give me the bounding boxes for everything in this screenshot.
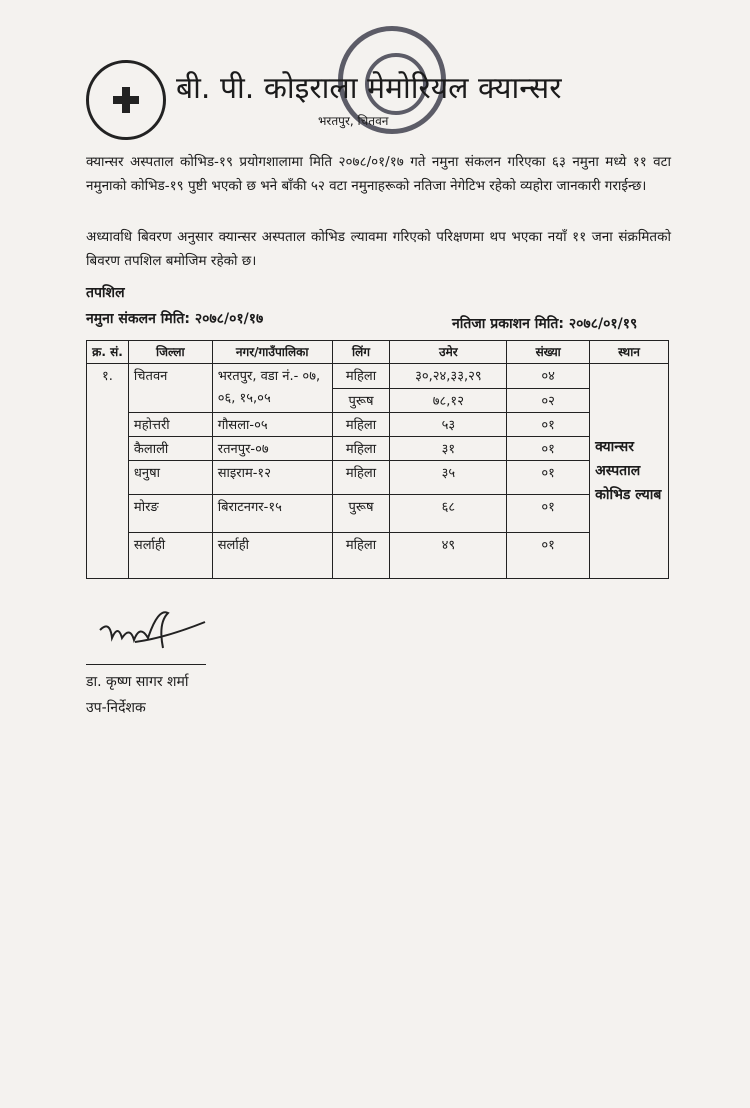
district-cell: चितवन xyxy=(127,363,213,413)
hospital-logo xyxy=(86,60,166,140)
table-row: महोत्तरी गौसला-०५ महिला ५३ ०१ xyxy=(87,412,669,437)
age-cell: ३१ xyxy=(389,436,508,461)
place-cell: क्यान्सर अस्पताल कोभिड ल्याब xyxy=(589,363,669,579)
count-cell: ०१ xyxy=(506,412,591,437)
count-cell: ०१ xyxy=(506,436,591,461)
municipality-cell: साइराम-१२ xyxy=(211,460,333,495)
header-place: स्थान xyxy=(589,340,669,364)
gender-cell: पुरूष xyxy=(331,494,391,533)
header-age: उमेर xyxy=(389,340,508,364)
municipality-cell: बिराटनगर-१५ xyxy=(211,494,333,533)
gender-cell: महिला xyxy=(331,532,391,579)
age-cell: ३०,२४,३३,२९ xyxy=(389,363,508,389)
header-serial: क्र. सं. xyxy=(86,340,129,364)
municipality-cell: गौसला-०५ xyxy=(211,412,333,437)
result-date: नतिजा प्रकाशन मिति: २०७८/०१/१९ xyxy=(452,316,638,332)
age-cell: ४९ xyxy=(389,532,508,579)
gender-cell: महिला xyxy=(331,460,391,495)
header-gender: लिंग xyxy=(331,340,391,364)
paragraph-2: अध्यावधि बिवरण अनुसार क्यान्सर अस्पताल क… xyxy=(86,229,671,269)
count-cell: ०१ xyxy=(506,460,591,495)
count-cell: ०४ xyxy=(506,363,591,389)
gender-cell: महिला xyxy=(331,412,391,437)
table-row: धनुषा साइराम-१२ महिला ३५ ०१ xyxy=(87,460,669,495)
gender-cell: महिला xyxy=(331,363,391,389)
gender-cell: महिला xyxy=(331,436,391,461)
district-cell: सर्लाही xyxy=(127,532,213,579)
signer-name: डा. कृष्ण सागर शर्मा xyxy=(86,674,189,690)
municipality-cell: सर्लाही xyxy=(211,532,333,579)
age-cell: ६८ xyxy=(389,494,508,533)
section-heading: तपशिल xyxy=(86,285,125,301)
cases-table: क्र. सं. जिल्ला नगर/गाउँपालिका लिंग उमेर… xyxy=(86,340,669,579)
district-cell: महोत्तरी xyxy=(127,412,213,437)
district-cell: धनुषा xyxy=(127,460,213,495)
table-row: कैलाली रतनपुर-०७ महिला ३१ ०१ xyxy=(87,436,669,461)
table-row: १. चितवन भरतपुर, वडा नं.- ०७, ०६, १५,०५ … xyxy=(86,363,669,579)
signer-title: उप-निर्देशक xyxy=(86,700,146,716)
org-title: बी. पी. कोइराला मेमोरियल क्यान्सर xyxy=(176,71,562,106)
table-header-row: क्र. सं. जिल्ला नगर/गाउँपालिका लिंग उमेर… xyxy=(86,340,669,364)
serial-cell: १. xyxy=(86,363,129,579)
table-row: सर्लाही सर्लाही महिला ४९ ०१ xyxy=(87,532,669,579)
header-municipality: नगर/गाउँपालिका xyxy=(211,340,333,364)
table-row: पुरूष ७८,१२ ०२ xyxy=(87,387,669,413)
district-cell: कैलाली xyxy=(127,436,213,461)
age-cell: ७८,१२ xyxy=(389,387,508,413)
municipality-cell: भरतपुर, वडा नं.- ०७, ०६, १५,०५ xyxy=(211,363,333,413)
official-stamp xyxy=(338,26,446,134)
signature xyxy=(99,611,206,649)
org-location: भरतपुर, चितवन xyxy=(318,114,389,128)
age-cell: ३५ xyxy=(389,460,508,495)
paragraph-1: क्यान्सर अस्पताल कोभिड-१९ प्रयोगशालामा म… xyxy=(86,154,671,194)
district-cell: मोरङ xyxy=(127,494,213,533)
age-cell: ५३ xyxy=(389,412,508,437)
table-row: मोरङ बिराटनगर-१५ पुरूष ६८ ०१ xyxy=(87,494,669,533)
count-cell: ०२ xyxy=(506,387,591,413)
signature-line xyxy=(86,664,206,665)
sample-date: नमुना संकलन मिति: २०७८/०१/१७ xyxy=(86,311,264,327)
header-count: संख्या xyxy=(506,340,591,364)
cross-icon xyxy=(113,87,139,113)
municipality-cell: रतनपुर-०७ xyxy=(211,436,333,461)
header-district: जिल्ला xyxy=(127,340,213,364)
gender-cell: पुरूष xyxy=(331,387,391,413)
count-cell: ०१ xyxy=(506,494,591,533)
count-cell: ०१ xyxy=(506,532,591,579)
